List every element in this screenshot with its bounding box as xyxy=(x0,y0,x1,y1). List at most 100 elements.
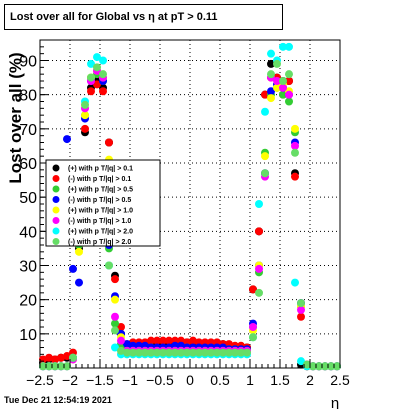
data-point xyxy=(147,348,155,357)
data-point xyxy=(285,70,293,79)
data-point xyxy=(255,200,263,208)
data-point xyxy=(285,97,293,106)
data-point xyxy=(141,348,149,357)
data-point xyxy=(159,336,167,345)
data-point xyxy=(321,362,329,371)
data-point xyxy=(117,336,125,345)
data-point xyxy=(201,348,209,357)
data-point xyxy=(267,94,275,103)
data-point xyxy=(57,353,65,362)
data-point xyxy=(159,348,167,357)
data-point xyxy=(273,77,281,85)
data-point xyxy=(279,42,287,51)
data-point xyxy=(267,49,275,58)
x-axis-label: η xyxy=(331,395,339,409)
data-point xyxy=(111,275,119,284)
legend-marker xyxy=(52,196,60,203)
data-point xyxy=(69,264,77,273)
data-point xyxy=(213,348,221,357)
data-point xyxy=(93,53,101,62)
data-point xyxy=(153,348,161,357)
data-point xyxy=(165,336,173,345)
data-point xyxy=(153,336,161,345)
legend: (+) with p T/|q| > 0.1 (-) with p T/|q| >… xyxy=(45,159,161,247)
legend-entry: (+) with p T/|q| > 2.0 xyxy=(68,229,133,236)
legend-entry: (-) with p T/|q| > 0.5 xyxy=(68,197,131,204)
legend-entry: (-) with p T/|q| > 0.1 xyxy=(68,176,131,183)
legend-box xyxy=(45,159,161,247)
legend-entry: (+) with p T/|q| > 0.1 xyxy=(68,166,133,173)
x-tick-label: 1 xyxy=(246,372,254,388)
data-point xyxy=(63,362,71,371)
data-point xyxy=(255,264,263,273)
data-point xyxy=(285,77,293,85)
data-point xyxy=(117,323,125,331)
axes: −2.5 −2 −1.5 −1 −0.5 0 0.5 1 1.5 2 2.5 10 20 30 40 50 60… xyxy=(19,46,350,388)
legend-marker xyxy=(52,227,60,235)
data-point xyxy=(183,348,191,357)
data-point xyxy=(45,353,53,362)
data-point xyxy=(189,348,197,357)
data-point xyxy=(267,87,275,96)
y-tick-label: 60 xyxy=(19,156,37,173)
data-point xyxy=(261,152,269,161)
data-point xyxy=(255,227,263,236)
data-point xyxy=(147,336,155,345)
data-point xyxy=(99,56,107,65)
data-point xyxy=(291,172,299,181)
data-point xyxy=(129,348,137,357)
data-point xyxy=(195,348,203,357)
data-point xyxy=(93,80,101,89)
data-point xyxy=(165,348,173,357)
data-point xyxy=(291,278,299,287)
data-point xyxy=(57,362,65,371)
legend-entry: (-) with p T/|q| > 2.0 xyxy=(68,239,131,246)
data-point xyxy=(231,348,239,357)
data-point xyxy=(297,312,305,321)
data-point xyxy=(111,326,119,335)
data-point xyxy=(87,73,95,82)
data-point xyxy=(261,107,269,116)
data-point xyxy=(249,323,257,331)
data-point xyxy=(87,59,95,68)
legend-marker xyxy=(52,206,60,214)
data-point xyxy=(111,319,119,328)
legend-marker xyxy=(52,238,60,245)
data-point xyxy=(285,42,293,51)
y-tick-label: 30 xyxy=(19,259,37,276)
data-point xyxy=(81,100,89,109)
legend-entry: (-) with p T/|q| > 1.0 xyxy=(68,218,131,225)
data-point xyxy=(105,138,113,147)
data-point xyxy=(99,70,107,79)
data-points xyxy=(39,42,341,371)
data-point xyxy=(111,312,119,321)
data-point xyxy=(81,124,89,133)
data-point xyxy=(249,285,257,294)
data-point xyxy=(171,348,179,357)
data-point xyxy=(105,261,113,270)
data-point xyxy=(249,333,257,342)
x-tick-label: 1.5 xyxy=(270,372,290,388)
legend-marker xyxy=(52,175,60,182)
data-point xyxy=(75,278,83,287)
data-point xyxy=(177,348,185,357)
y-tick-label: 80 xyxy=(19,88,37,105)
data-point xyxy=(39,362,47,371)
data-point xyxy=(297,299,305,308)
x-tick-label: −2.5 xyxy=(26,372,54,388)
y-tick-label: 40 xyxy=(19,224,37,241)
data-point xyxy=(291,141,299,150)
data-point xyxy=(69,353,77,362)
x-tick-label: 2 xyxy=(306,372,314,388)
data-point xyxy=(315,362,323,371)
x-tick-label: 0 xyxy=(186,372,194,388)
y-tick-label: 20 xyxy=(19,293,37,310)
y-tick-label: 70 xyxy=(19,122,37,139)
x-tick-label: 2.5 xyxy=(330,372,350,388)
data-point xyxy=(219,348,227,357)
data-point xyxy=(207,348,215,357)
data-point xyxy=(237,348,245,357)
data-point xyxy=(87,87,95,96)
data-point xyxy=(63,135,71,144)
data-point xyxy=(267,59,275,68)
